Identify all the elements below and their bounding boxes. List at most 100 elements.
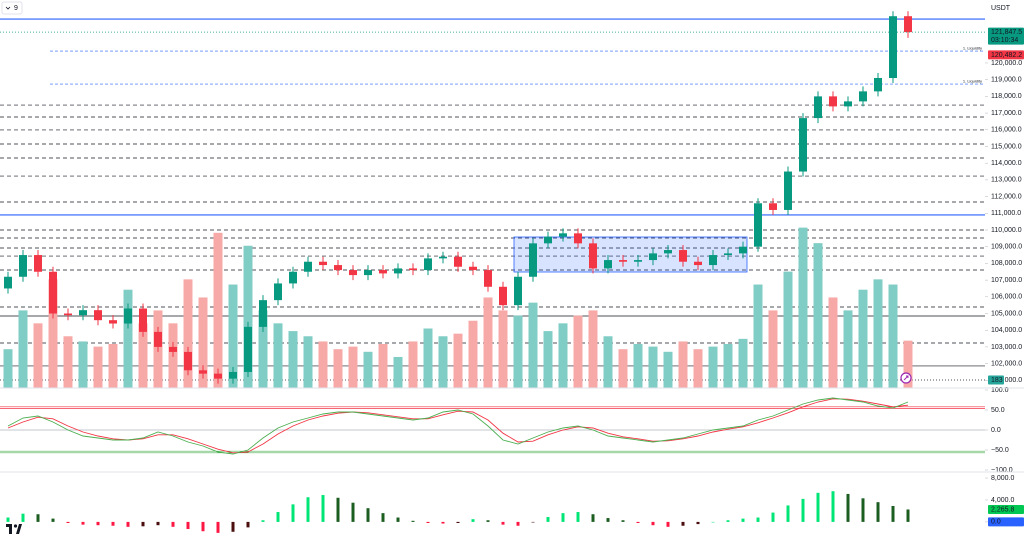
back-layer	[0, 18, 985, 454]
volume-bar	[708, 346, 718, 388]
volume-bar	[183, 279, 193, 388]
alert-icon[interactable]	[900, 372, 912, 384]
candle-body	[19, 255, 27, 277]
histogram-bar	[396, 517, 400, 522]
histogram-bar	[66, 521, 70, 523]
candle-body	[649, 253, 657, 261]
histogram-bar	[606, 518, 610, 522]
volume-bar	[48, 279, 58, 388]
price-badge	[988, 50, 1024, 60]
volume-bar	[558, 323, 568, 388]
volume-bar	[528, 302, 538, 388]
candle-body	[79, 310, 87, 316]
volume-bar	[693, 349, 703, 388]
histogram-bar	[336, 497, 340, 522]
histogram-bar	[486, 520, 490, 522]
candle-body	[169, 346, 177, 352]
histogram-bar	[681, 521, 685, 526]
liquidity-label: 1. Liquidity	[963, 46, 982, 51]
candle-body	[589, 243, 597, 269]
volume-bar	[873, 279, 883, 388]
volume-bar	[543, 331, 553, 388]
histogram-bar	[156, 521, 160, 526]
candle-body	[484, 270, 492, 287]
histogram-bar	[531, 521, 535, 523]
volume-bar	[513, 315, 523, 388]
volume-bar	[498, 310, 508, 388]
volume-bar	[768, 310, 778, 388]
y-tick-label: 117,000.0	[991, 110, 1022, 117]
histogram-bar	[261, 520, 265, 522]
histogram-bar	[501, 521, 505, 525]
candle-body	[124, 308, 132, 324]
candle-body	[424, 258, 432, 271]
volume-bar	[213, 232, 223, 388]
y-tick-label: −50.0	[991, 447, 1009, 454]
candle-body	[319, 261, 327, 266]
volume-bar	[633, 344, 643, 388]
candle-body	[244, 326, 252, 372]
volume-bar	[243, 245, 253, 388]
y-tick-label: 102,000.0	[991, 360, 1022, 367]
volume-bar	[903, 340, 913, 388]
histogram-bar	[291, 504, 295, 522]
histogram-bar	[741, 518, 745, 522]
price-badge-label: 120,482.2	[991, 52, 1022, 59]
candle-body	[349, 270, 357, 276]
volume-bar	[603, 336, 613, 388]
symbol-label: 9	[14, 5, 18, 12]
histogram-bar	[576, 512, 580, 522]
volume-bar	[453, 333, 463, 388]
candle-body	[364, 270, 372, 276]
histogram-bar	[771, 512, 775, 522]
candle-body	[379, 270, 387, 274]
candle-body	[889, 16, 897, 79]
volume-bar	[783, 271, 793, 388]
histogram-bar	[306, 497, 310, 522]
currency-label: USDT	[991, 5, 1011, 12]
histogram-bar	[471, 519, 475, 522]
histogram-bar	[786, 505, 790, 522]
volume-bar	[108, 344, 118, 388]
candle-body	[274, 283, 282, 301]
candle-body	[229, 371, 237, 379]
y-tick-label: 4,000.0	[991, 497, 1014, 504]
y-tick-label: 101,000.0	[991, 377, 1022, 384]
histogram-bar	[591, 514, 595, 522]
histogram-bar	[546, 516, 550, 522]
candle-body	[814, 96, 822, 119]
histogram-bar	[726, 520, 730, 522]
y-tick-label: −100.0	[991, 467, 1013, 474]
histogram-bar	[276, 512, 280, 522]
candle-body	[784, 171, 792, 210]
candle-body	[199, 370, 207, 374]
histogram-bar	[201, 521, 205, 532]
volume-bar	[738, 338, 748, 388]
price-badge	[988, 504, 1024, 514]
volume-bar	[858, 289, 868, 388]
histogram-bar	[6, 517, 10, 522]
volume-bar	[228, 284, 238, 388]
histogram-bar	[216, 521, 220, 533]
histogram-bar	[411, 520, 415, 522]
volume-bar	[753, 284, 763, 388]
candle-body	[559, 233, 567, 237]
volume-bar	[288, 331, 298, 388]
y-tick-label: 119,000.0	[991, 77, 1022, 84]
price-badge-label: 0.0	[991, 519, 1001, 526]
histogram-bar	[666, 521, 670, 527]
histogram-bar	[366, 508, 370, 522]
candle-body	[439, 256, 447, 259]
histogram-bar	[21, 513, 25, 522]
y-tick-label: 110,000.0	[991, 227, 1022, 234]
histogram-bar	[861, 498, 865, 522]
volume-bar	[723, 344, 733, 388]
histogram-bar	[846, 493, 850, 522]
candle-body	[184, 351, 192, 371]
y-tick-label: 50.0	[991, 407, 1005, 414]
candle-body	[799, 118, 807, 172]
histogram-bar	[456, 521, 460, 523]
y-tick-label: 114,000.0	[991, 160, 1022, 167]
symbol-button[interactable]	[1, 1, 23, 15]
volume-bar	[618, 349, 628, 388]
